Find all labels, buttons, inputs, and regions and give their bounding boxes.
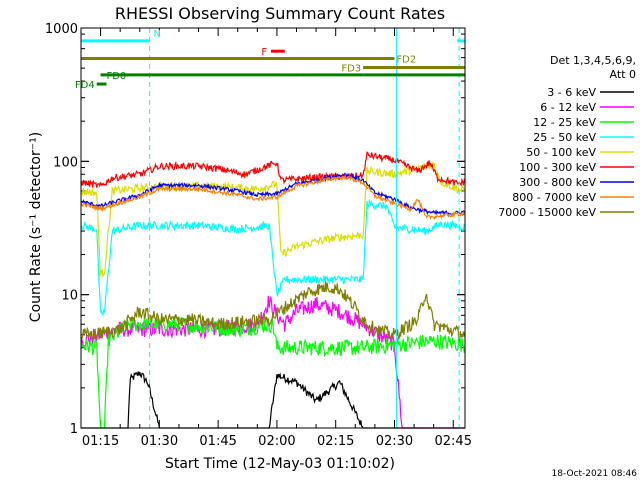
x-tick-label: 02:15 [317,434,354,449]
state-bar-label: F [261,47,267,58]
state-bar-label: FD4 [75,80,95,91]
y-tick-label: 1 [70,422,78,437]
x-tick-label: 01:45 [199,434,236,449]
series-line [80,198,466,316]
series-line [80,281,466,342]
plot-area: 1 10 100 1000 01:15 01:30 01:45 02:00 02:15 02:30… [45,22,472,449]
series-line [80,315,466,429]
x-axis-label: Start Time (12-May-03 01:10:02) [165,456,395,472]
y-tick-label: 10 [61,289,78,304]
series-line [81,371,465,429]
x-tick-label: 02:00 [258,434,295,449]
chart-title: RHESSI Observing Summary Count Rates [115,4,445,23]
legend-entry-label: 6 - 12 keV [540,101,596,114]
x-tick-label: 02:30 [376,434,413,449]
legend-header: Det 1,3,4,5,6,9, [550,54,636,67]
legend-entry-label: 300 - 800 keV [519,176,596,189]
y-tick-label: 1000 [45,22,78,37]
x-tick-label: 02:45 [435,434,472,449]
series-line [80,160,466,279]
plot-frame [80,27,466,429]
footer-timestamp: 18-Oct-2021 08:46 [552,469,638,479]
series-line [80,173,466,221]
state-bar-label: FD0 [106,71,126,82]
y-axis-label: Count Rate (s⁻¹ detector⁻¹) [28,132,44,322]
legend-entry-label: 25 - 50 keV [533,131,596,144]
state-bar-label: FD3 [341,64,361,75]
legend-entry-label: 7000 - 15000 keV [498,206,596,219]
state-bar-label: N [153,29,160,40]
legend-entry-label: 3 - 6 keV [547,86,596,99]
state-bar-label: FD2 [396,55,416,66]
legend-entry-label: 12 - 25 keV [533,116,596,129]
x-tick-label: 01:15 [82,434,119,449]
y-tick-label: 100 [53,155,78,170]
legend-entry-label: 100 - 300 keV [519,161,596,174]
series-line [80,151,466,188]
legend: Det 1,3,4,5,6,9,Att 0 3 - 6 keV 6 - 12 keV… [498,54,636,219]
legend-entry-label: 800 - 7000 keV [512,191,596,204]
legend-header: Att 0 [610,68,636,81]
legend-entry-label: 50 - 100 keV [526,146,596,159]
x-tick-label: 01:30 [141,434,178,449]
